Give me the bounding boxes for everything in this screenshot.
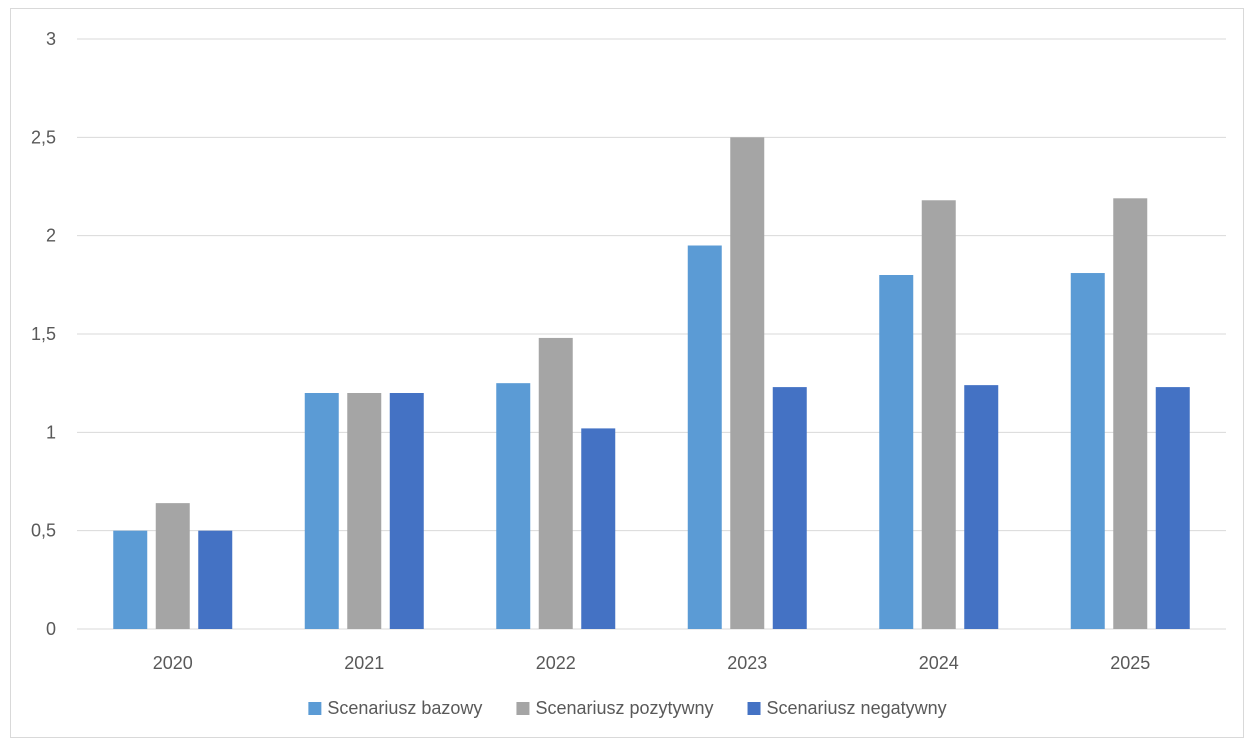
bar-scenariusz-negatywny-2021	[389, 393, 424, 629]
legend-swatch	[516, 702, 530, 715]
bar-scenariusz-negatywny-2023	[772, 387, 807, 629]
x-tick-label: 2024	[919, 653, 959, 673]
y-tick-label: 0,5	[31, 521, 56, 541]
x-tick-label: 2021	[344, 653, 384, 673]
bar-scenariusz-bazowy-2023	[687, 245, 722, 629]
y-tick-label: 1	[46, 422, 56, 442]
bar-scenariusz-pozytywny-2023	[730, 137, 765, 630]
bar-scenariusz-bazowy-2022	[496, 383, 531, 629]
bar-scenariusz-bazowy-2024	[879, 275, 914, 629]
bar-scenariusz-pozytywny-2020	[155, 503, 190, 629]
x-axis-tick-labels: 2020 2021 2022 2023 2024 2025	[153, 653, 1151, 673]
legend-item: Scenariusz bazowy	[308, 698, 482, 718]
legend-item: Scenariusz negatywny	[747, 698, 947, 718]
bar-scenariusz-bazowy-2025	[1070, 273, 1105, 629]
bars	[113, 137, 1190, 630]
bar-scenariusz-pozytywny-2025	[1113, 198, 1148, 630]
bar-scenariusz-bazowy-2020	[113, 530, 148, 629]
bar-scenariusz-pozytywny-2022	[538, 337, 573, 629]
y-tick-label: 0	[46, 619, 56, 639]
y-tick-label: 1,5	[31, 324, 56, 344]
legend-label: Scenariusz negatywny	[767, 698, 947, 718]
bar-scenariusz-negatywny-2020	[198, 530, 233, 629]
y-axis-tick-labels: 0 0,5 1 1,5 2 2,5 3	[31, 29, 56, 639]
y-tick-label: 3	[46, 29, 56, 49]
legend: Scenariusz bazowy Scenariusz pozytywny Sce…	[308, 698, 947, 718]
bar-scenariusz-pozytywny-2021	[347, 393, 382, 629]
legend-swatch	[747, 702, 761, 715]
bar-scenariusz-negatywny-2024	[964, 385, 999, 629]
x-tick-label: 2023	[727, 653, 767, 673]
legend-item: Scenariusz pozytywny	[516, 698, 714, 718]
gridlines	[77, 38, 1226, 630]
y-tick-label: 2,5	[31, 127, 56, 147]
x-tick-label: 2022	[536, 653, 576, 673]
y-tick-label: 2	[46, 226, 56, 246]
legend-swatch	[308, 702, 322, 715]
bar-scenariusz-negatywny-2025	[1155, 387, 1190, 629]
bar-scenariusz-pozytywny-2024	[921, 200, 956, 629]
x-tick-label: 2025	[1110, 653, 1150, 673]
legend-label: Scenariusz bazowy	[327, 698, 482, 718]
bar-scenariusz-negatywny-2022	[581, 428, 616, 629]
x-tick-label: 2020	[153, 653, 193, 673]
bar-scenariusz-bazowy-2021	[304, 393, 339, 629]
legend-label: Scenariusz pozytywny	[535, 698, 713, 718]
